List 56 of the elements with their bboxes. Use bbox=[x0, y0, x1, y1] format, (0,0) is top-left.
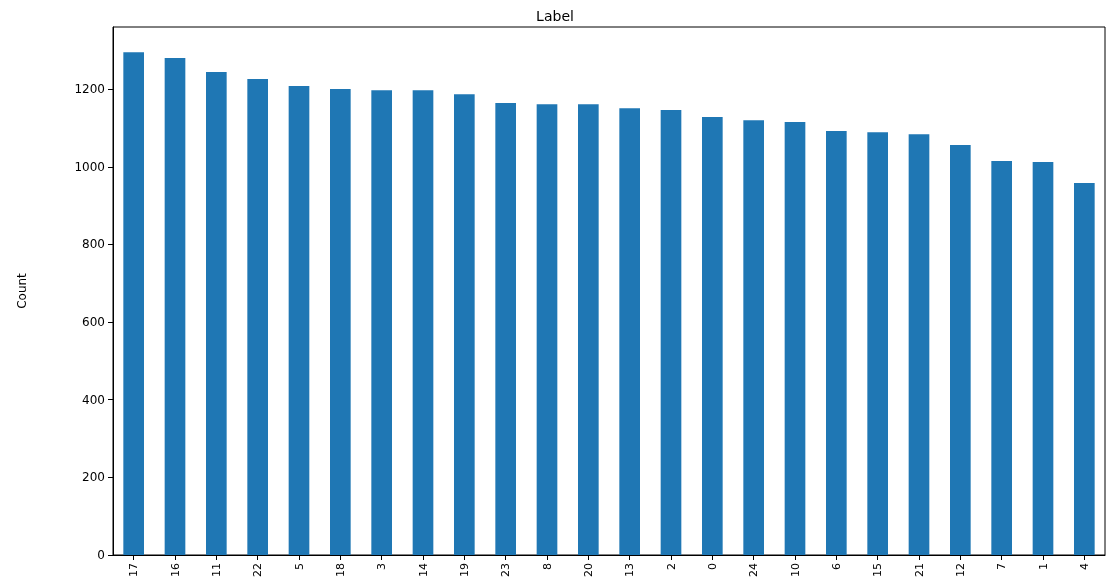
bar bbox=[908, 134, 930, 555]
y-tick-label: 200 bbox=[82, 470, 105, 485]
x-tick-label: 24 bbox=[747, 563, 761, 577]
x-tick-label: 4 bbox=[1077, 563, 1091, 570]
chart-title: Label bbox=[536, 8, 574, 24]
bar bbox=[826, 131, 847, 555]
bar bbox=[247, 79, 268, 555]
x-tick-label: 23 bbox=[499, 563, 513, 577]
x-tick-label: 2 bbox=[664, 563, 678, 570]
x-tick-label: 19 bbox=[457, 563, 471, 577]
bar bbox=[867, 132, 888, 555]
x-tick-label: 14 bbox=[416, 563, 430, 577]
y-tick-label: 400 bbox=[82, 392, 105, 407]
x-tick-label: 12 bbox=[953, 563, 967, 577]
y-tick-label: 1200 bbox=[74, 82, 105, 97]
bar bbox=[702, 117, 723, 555]
x-tick-label: 17 bbox=[127, 563, 141, 577]
x-tick-label: 10 bbox=[788, 563, 802, 577]
bar bbox=[660, 110, 682, 555]
bar bbox=[123, 52, 144, 555]
bar bbox=[164, 58, 186, 555]
bar bbox=[288, 86, 310, 555]
x-tick-label: 15 bbox=[871, 563, 885, 577]
y-tick-label: 800 bbox=[82, 237, 105, 252]
bar bbox=[1074, 183, 1095, 555]
x-tick-label: 6 bbox=[829, 563, 843, 570]
bar bbox=[950, 145, 971, 555]
x-tick-label: 13 bbox=[623, 563, 637, 577]
bar bbox=[454, 94, 475, 555]
bar bbox=[371, 90, 392, 555]
y-tick-label: 1000 bbox=[74, 159, 105, 174]
x-tick-label: 5 bbox=[292, 563, 306, 570]
x-tick-label: 11 bbox=[209, 563, 223, 577]
x-tick-label: 1 bbox=[1036, 563, 1050, 570]
x-tick-label: 3 bbox=[375, 563, 389, 570]
x-tick-label: 8 bbox=[540, 563, 554, 570]
x-tick-label: 0 bbox=[705, 563, 719, 570]
y-axis-title: Count bbox=[15, 272, 29, 309]
x-tick-label: 22 bbox=[251, 563, 265, 577]
bar bbox=[578, 104, 599, 555]
y-tick-label: 600 bbox=[82, 315, 105, 330]
bar bbox=[330, 89, 351, 555]
bar bbox=[536, 104, 558, 555]
x-tick-label: 21 bbox=[912, 563, 926, 577]
bar bbox=[784, 122, 806, 555]
bar bbox=[495, 103, 516, 555]
x-tick-label: 7 bbox=[995, 563, 1009, 570]
bar bbox=[991, 160, 1012, 555]
x-tick-label: 16 bbox=[168, 563, 182, 577]
bar bbox=[619, 108, 640, 555]
bar bbox=[1032, 162, 1054, 555]
bar bbox=[206, 72, 227, 555]
bar bbox=[412, 90, 434, 555]
x-tick-label: 20 bbox=[581, 563, 595, 577]
x-tick-label: 18 bbox=[333, 563, 347, 577]
bar bbox=[743, 120, 764, 555]
